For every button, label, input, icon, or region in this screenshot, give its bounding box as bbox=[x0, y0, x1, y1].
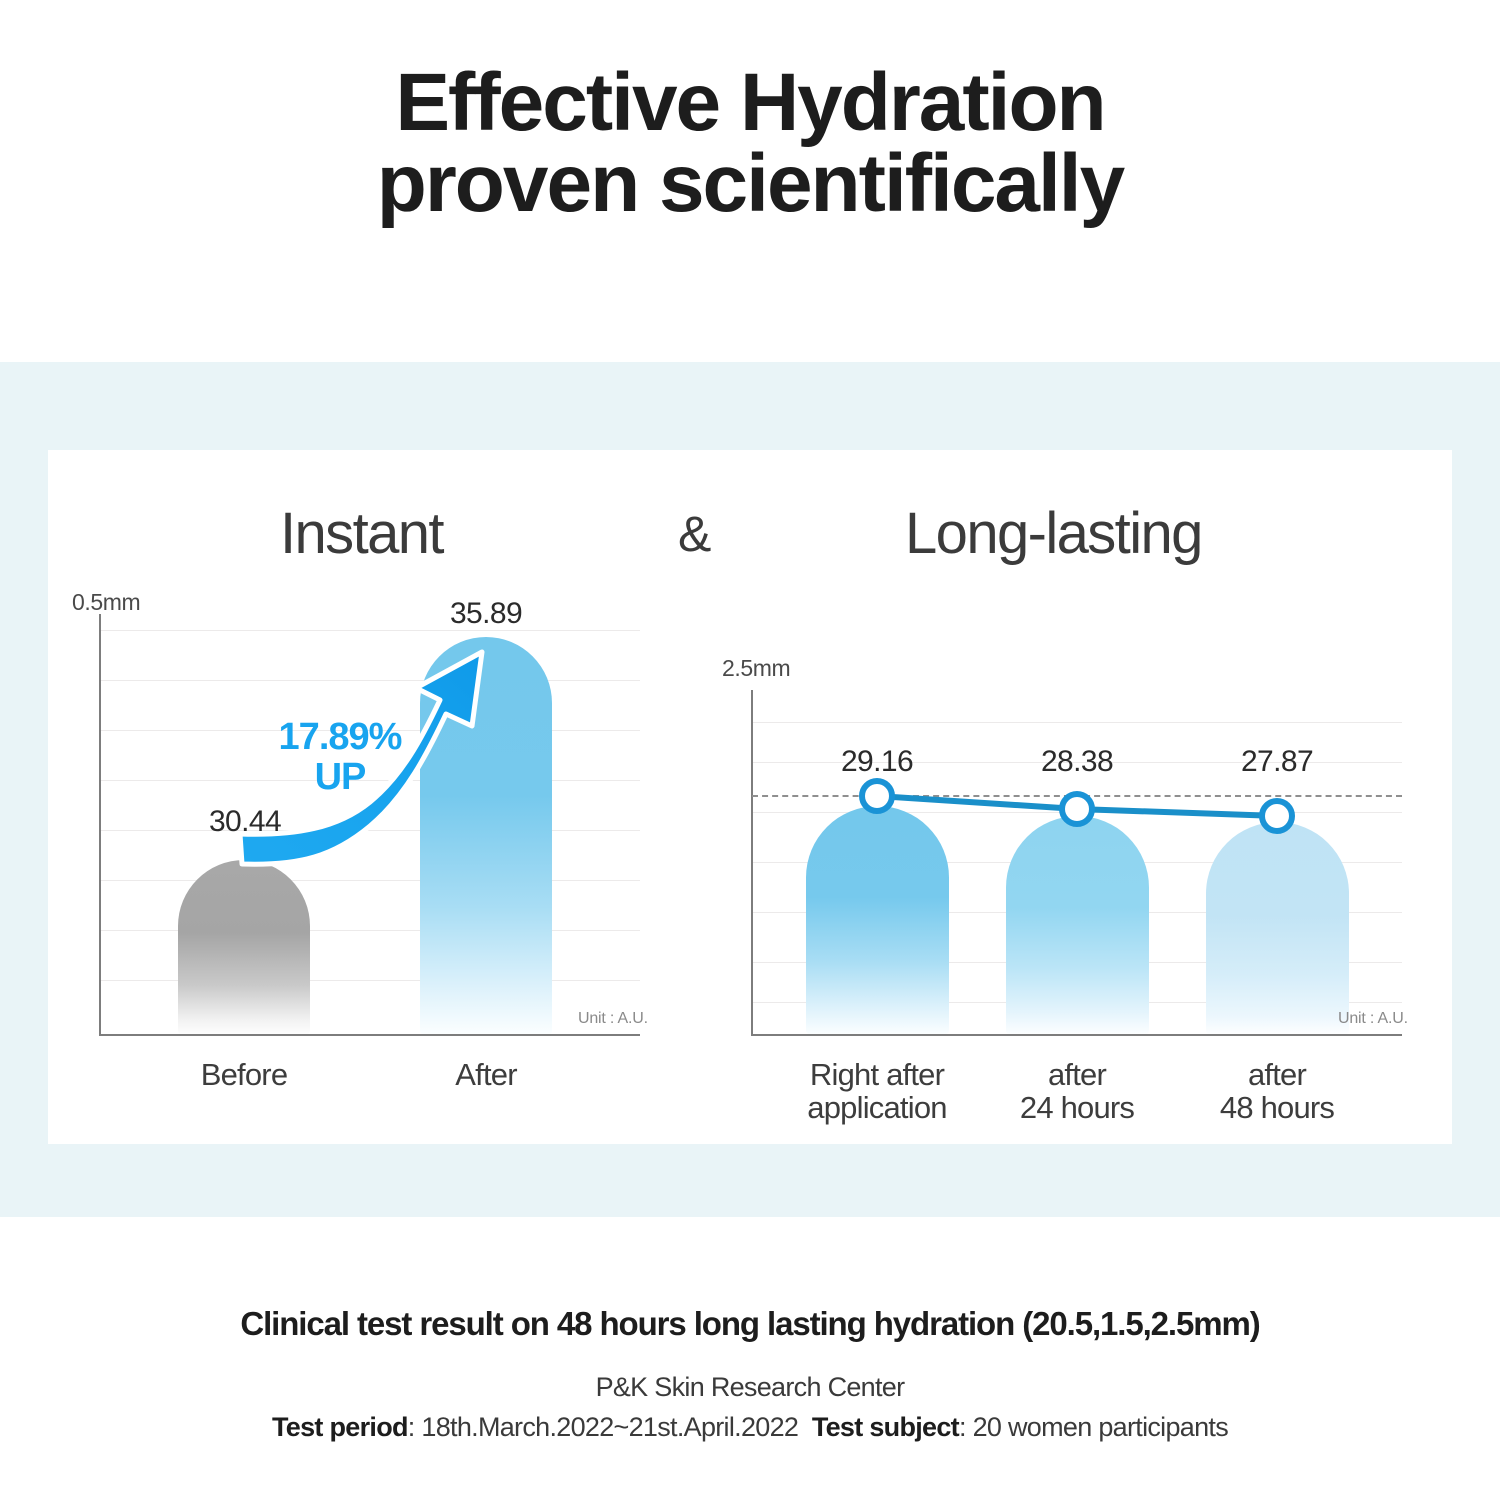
growth-badge: 17.89% UP bbox=[255, 716, 425, 798]
right-chart-y-axis-label: 2.5mm bbox=[722, 655, 791, 681]
bar-value-after: 35.89 bbox=[449, 597, 523, 630]
footer-clinical-result: Clinical test result on 48 hours long la… bbox=[240, 1305, 1260, 1342]
bar-right-after-application bbox=[806, 806, 949, 1034]
right-chart-x-axis bbox=[751, 1034, 1402, 1036]
left-gridline bbox=[100, 980, 640, 981]
section-title-instant: Instant bbox=[280, 501, 445, 566]
trend-line bbox=[859, 778, 1295, 834]
left-gridline bbox=[100, 830, 640, 831]
right-gridline bbox=[752, 762, 1402, 763]
left-gridline bbox=[100, 780, 640, 781]
left-chart-y-axis bbox=[99, 614, 101, 1036]
ampersand-separator: & bbox=[678, 506, 712, 562]
page-title-line-2: proven scientifically bbox=[376, 138, 1125, 230]
category-label-after-24-hours: after 24 hours bbox=[1019, 1057, 1135, 1126]
right-gridline bbox=[752, 722, 1402, 723]
marker-point bbox=[1059, 791, 1095, 827]
marker-point bbox=[859, 778, 895, 814]
left-chart-unit-note: Unit : A.U. bbox=[578, 1010, 648, 1027]
section-title-long-lasting: Long-lasting bbox=[905, 501, 1203, 566]
page-title-line-1: Effective Hydration bbox=[395, 57, 1106, 148]
footer-test-subject-value: : 20 women participants bbox=[958, 1412, 1229, 1442]
left-chart-x-axis bbox=[99, 1034, 640, 1036]
bar-value-right-after-application: 29.16 bbox=[840, 745, 914, 778]
growth-arrow-icon bbox=[237, 649, 485, 867]
bar-before bbox=[178, 860, 310, 1034]
page-title: Effective Hydration proven scientificall… bbox=[0, 62, 1500, 230]
category-label-before: Before bbox=[200, 1057, 288, 1092]
bar-after-48-hours bbox=[1206, 822, 1349, 1034]
growth-up-word: UP bbox=[314, 755, 367, 798]
footer-test-period-value: : 18th.March.2022~21st.April.2022 bbox=[407, 1412, 799, 1442]
left-gridline bbox=[100, 880, 640, 881]
left-gridline bbox=[100, 930, 640, 931]
footer-research-center: P&K Skin Research Center bbox=[595, 1372, 906, 1402]
footer-test-details: Test period: 18th.March.2022~21st.April.… bbox=[0, 1412, 1500, 1443]
growth-percent: 17.89% bbox=[278, 716, 403, 758]
left-gridline bbox=[100, 730, 640, 731]
bar-after-24-hours bbox=[1006, 816, 1149, 1034]
bar-value-after-24-hours: 28.38 bbox=[1040, 745, 1114, 778]
right-chart-y-axis bbox=[751, 690, 753, 1036]
right-chart-unit-note: Unit : A.U. bbox=[1338, 1010, 1408, 1027]
category-label-after: After bbox=[455, 1057, 517, 1092]
footer-test-period-label: Test period bbox=[271, 1412, 409, 1442]
marker-point bbox=[1259, 798, 1295, 834]
left-chart-y-axis-label: 0.5mm bbox=[72, 589, 141, 615]
category-label-after-48-hours: after 48 hours bbox=[1219, 1057, 1335, 1126]
footer-test-subject-label: Test subject bbox=[811, 1412, 960, 1442]
left-gridline bbox=[100, 630, 640, 631]
bar-value-after-48-hours: 27.87 bbox=[1240, 745, 1314, 778]
category-label-right-after-application: Right after application bbox=[807, 1057, 947, 1126]
left-gridline bbox=[100, 680, 640, 681]
